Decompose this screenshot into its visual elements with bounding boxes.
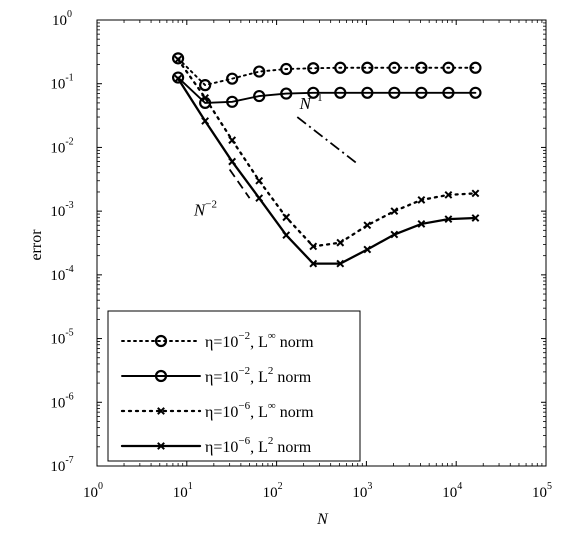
reference-slope-label: N−1 [299, 92, 323, 113]
data-point-circle [469, 61, 482, 74]
data-point-x [444, 215, 453, 224]
y-tick-label: 100 [52, 9, 72, 29]
legend-entry: η=10−6, L2 norm [120, 435, 312, 456]
data-point-circle [253, 65, 266, 78]
data-point-x [255, 194, 264, 203]
axis-ticks: 100 101 102 103 104 105 10-7 10-6 10-5 10-4 10-3 10… [50, 9, 552, 501]
x-tick-label: 101 [173, 481, 193, 501]
data-point-circle [171, 71, 185, 84]
y-tick-label: 10-2 [50, 136, 73, 156]
data-point-x [201, 93, 210, 102]
y-tick-label: 10-4 [50, 264, 73, 284]
data-point-x [282, 231, 291, 240]
data-point-x [201, 117, 210, 125]
data-point-x [157, 442, 165, 450]
plot-frame [96, 19, 547, 467]
data-point-x [444, 190, 453, 199]
y-tick-label: 10-6 [50, 391, 73, 411]
data-point-x [157, 407, 165, 415]
y-tick-label: 10-7 [50, 455, 73, 475]
data-point-x [471, 189, 480, 198]
data-point-x [336, 259, 345, 268]
legend-label: η=10−6, L2 norm [205, 435, 312, 456]
x-tick-label: 104 [442, 481, 462, 501]
plot-marks [171, 52, 482, 268]
data-point-x [363, 221, 372, 230]
series-line [176, 77, 477, 265]
legend: η=10−2, L∞ norm η=10−2, L2 norm η=10−6, L∞… [107, 310, 361, 462]
data-point-x [174, 55, 183, 64]
legend-entry: η=10−2, L2 norm [121, 365, 312, 386]
legend-label: η=10−2, L2 norm [205, 365, 312, 386]
data-point-circle [280, 87, 293, 100]
data-point-circle [361, 86, 374, 99]
data-point-x [363, 245, 372, 254]
reference-slope-line [296, 116, 359, 165]
data-point-x [417, 220, 426, 228]
data-point-x [390, 230, 399, 239]
data-point-circle [442, 61, 455, 74]
data-point-circle [388, 61, 401, 74]
data-point-x [471, 214, 480, 222]
x-tick-label: 105 [532, 481, 552, 501]
series-line [176, 58, 477, 248]
legend-entry: η=10−2, L∞ norm [121, 330, 314, 351]
legend-label: η=10−6, L∞ norm [205, 400, 314, 421]
data-point-x [390, 207, 399, 216]
series-3 [174, 55, 480, 251]
data-point-circle [361, 61, 374, 74]
data-point-circle [280, 62, 293, 76]
series-2 [171, 71, 482, 109]
x-axis-label: N [316, 511, 329, 528]
data-point-circle [469, 86, 482, 99]
data-point-circle [415, 61, 428, 74]
data-point-circle [154, 369, 168, 383]
data-point-x [255, 176, 264, 185]
data-point-circle [415, 86, 428, 99]
y-tick-label: 10-5 [50, 328, 73, 348]
y-axis-label: error [28, 229, 45, 261]
reference-slope-line [228, 169, 251, 199]
legend-entry: η=10−6, L∞ norm [120, 400, 314, 421]
data-point-circle [171, 52, 185, 65]
data-point-circle [307, 62, 320, 75]
data-point-circle [199, 79, 212, 92]
data-point-x [228, 157, 237, 166]
y-tick-label: 10-1 [50, 73, 73, 93]
y-tick-label: 10-3 [50, 200, 73, 220]
data-point-x [282, 213, 291, 222]
data-point-circle [226, 72, 239, 85]
data-point-x [309, 259, 318, 268]
legend-label: η=10−2, L∞ norm [205, 330, 314, 351]
data-point-circle [226, 95, 239, 108]
reference-lines: N−1 N−2 [193, 92, 359, 220]
data-point-circle [442, 86, 455, 99]
data-point-circle [334, 86, 347, 99]
data-point-circle [253, 89, 266, 103]
data-point-x [309, 242, 318, 251]
x-tick-label: 100 [83, 481, 103, 501]
reference-slope-label: N−2 [193, 199, 217, 220]
x-tick-label: 102 [263, 481, 283, 501]
data-point-x [174, 74, 183, 83]
data-point-circle [388, 86, 401, 99]
legend-box [107, 310, 361, 462]
data-point-circle [307, 86, 320, 99]
series-line [177, 57, 477, 87]
data-point-x [417, 196, 426, 204]
data-point-circle [154, 334, 168, 348]
x-tick-label: 103 [352, 481, 372, 501]
data-point-x [336, 238, 345, 247]
data-point-circle [334, 61, 347, 74]
data-point-x [228, 136, 237, 145]
series-4 [174, 74, 480, 268]
series-1 [171, 52, 482, 92]
